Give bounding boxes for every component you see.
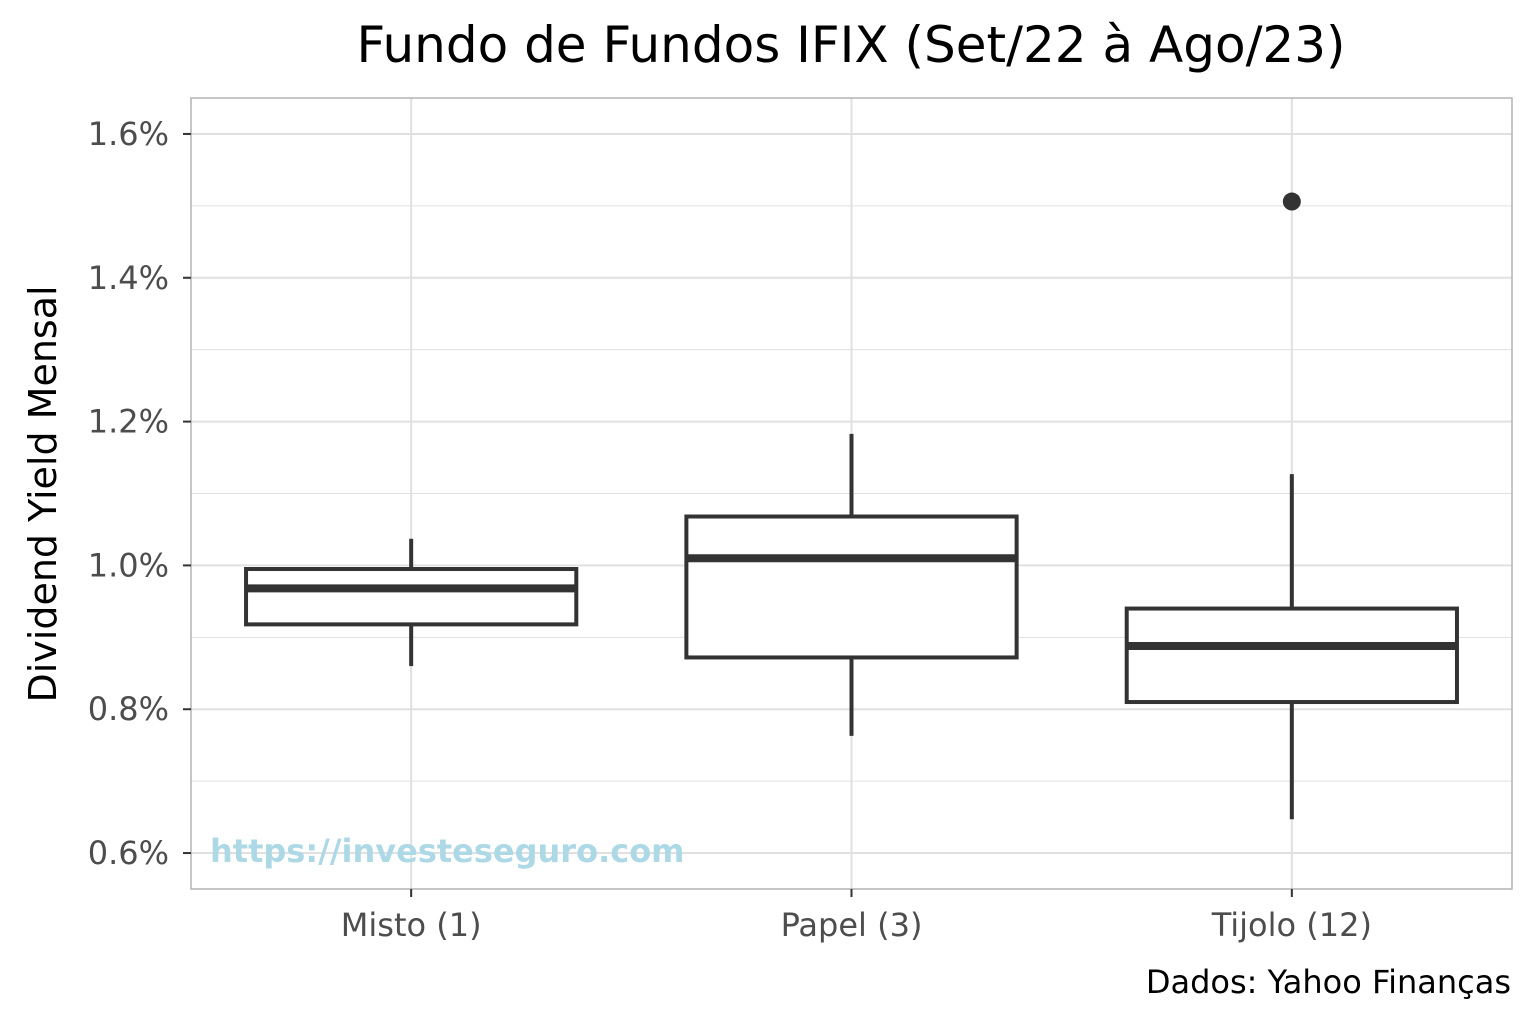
box-body: [1124, 606, 1459, 705]
outlier-point: [1282, 192, 1301, 211]
y-tick-label: 1.4%: [88, 259, 169, 297]
box-2: [684, 433, 1019, 736]
box-3: [1124, 192, 1459, 820]
y-axis-title: Dividend Yield Mensal: [21, 285, 65, 702]
y-tick-label: 0.6%: [88, 834, 169, 872]
y-tick-label: 1.2%: [88, 403, 169, 441]
box-1: [244, 538, 579, 667]
x-tick-label: Tijolo (12): [1211, 906, 1372, 944]
y-tick-label: 1.6%: [88, 115, 169, 153]
y-tick-label: 0.8%: [88, 690, 169, 728]
chart-title: Fundo de Fundos IFIX (Set/22 à Ago/23): [356, 16, 1345, 74]
x-axis-ticks: Misto (1) Papel (3) Tijolo (12): [341, 889, 1372, 944]
x-tick-label: Misto (1): [341, 906, 482, 944]
x-tick-label: Papel (3): [781, 906, 923, 944]
watermark-text: https://investeseguro.com: [210, 832, 685, 870]
box-body: [244, 567, 579, 627]
y-tick-label: 1.0%: [88, 546, 169, 584]
boxplots: [244, 192, 1459, 820]
caption: Dados: Yahoo Finanças: [1146, 963, 1511, 1001]
box-body: [684, 514, 1019, 660]
y-axis-ticks: 0.6% 0.8% 1.0% 1.2% 1.4% 1.6%: [88, 115, 191, 872]
